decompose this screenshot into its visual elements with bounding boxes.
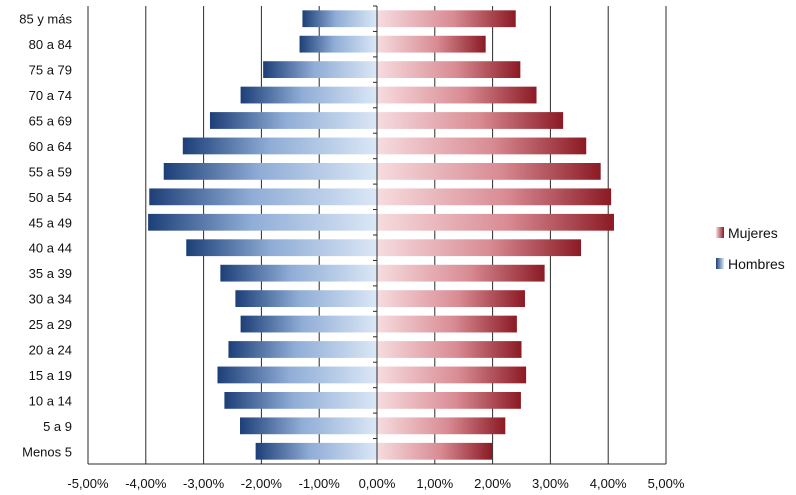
bar-hombres [163, 162, 377, 180]
bar-hombres [240, 315, 377, 333]
bar-mujeres [377, 417, 506, 435]
legend-label: Hombres [728, 256, 785, 272]
category-label: 25 a 29 [29, 317, 72, 332]
category-label: 45 a 49 [29, 215, 72, 230]
legend-label: Mujeres [728, 225, 778, 241]
bar-hombres [240, 417, 377, 435]
legend-item-hombres: Hombres [716, 256, 785, 272]
category-label: 55 a 59 [29, 164, 72, 179]
labels: -5,00% -4,00% -3,00% -2,00% -1,00% 0,00% 1,00%… [19, 12, 685, 491]
category-label: 50 a 54 [29, 190, 72, 205]
bar-mujeres [377, 366, 527, 384]
bar-hombres [235, 290, 377, 308]
category-label: 35 a 39 [29, 266, 72, 281]
bar-hombres [255, 442, 377, 460]
bar-mujeres [377, 86, 537, 104]
x-tick-label: -4,00% [125, 476, 167, 491]
category-label: 10 a 14 [29, 393, 72, 408]
bar-mujeres [377, 10, 516, 28]
bar-mujeres [377, 112, 564, 129]
bar-mujeres [377, 137, 587, 155]
bar-mujeres [377, 35, 486, 53]
bar-mujeres [377, 239, 582, 257]
bar-hombres [302, 10, 377, 28]
axes [88, 5, 666, 465]
bar-hombres [217, 366, 377, 384]
legend: Mujeres Hombres [716, 225, 785, 272]
bar-hombres [240, 86, 377, 104]
bar-mujeres [377, 213, 614, 231]
x-tick-label: -3,00% [183, 476, 225, 491]
bars [148, 10, 614, 460]
category-label: 75 a 79 [29, 63, 72, 78]
category-label: 60 a 64 [29, 139, 72, 154]
x-tick-label: -2,00% [241, 476, 283, 491]
x-tick-label: -5,00% [67, 476, 109, 491]
bar-hombres [220, 264, 377, 282]
bar-mujeres [377, 264, 545, 282]
category-label: 70 a 74 [29, 88, 72, 103]
bar-hombres [299, 35, 377, 53]
category-label: 30 a 34 [29, 292, 72, 307]
x-tick-label: 1,00% [416, 476, 453, 491]
category-label: 85 y más [19, 12, 72, 27]
category-label: 15 a 19 [29, 368, 72, 383]
bar-hombres [209, 112, 377, 129]
legend-swatch [716, 227, 724, 238]
bar-hombres [224, 391, 377, 409]
x-tick-label: -1,00% [299, 476, 341, 491]
bar-hombres [263, 61, 377, 79]
bar-hombres [149, 188, 377, 206]
x-tick-label: 4,00% [590, 476, 627, 491]
category-label: Menos 5 [22, 444, 72, 459]
category-label: 40 a 44 [29, 241, 72, 256]
legend-swatch [716, 258, 724, 269]
legend-item-mujeres: Mujeres [716, 225, 778, 241]
bar-hombres [182, 137, 377, 155]
bar-mujeres [377, 162, 601, 180]
x-tick-label: 5,00% [648, 476, 685, 491]
bar-hombres [148, 213, 377, 231]
category-label: 5 a 9 [43, 419, 72, 434]
bar-hombres [186, 239, 377, 257]
bar-mujeres [377, 341, 522, 358]
bar-mujeres [377, 391, 521, 409]
x-tick-label: 0,00% [359, 476, 396, 491]
category-label: 80 a 84 [29, 37, 72, 52]
category-label: 65 a 69 [29, 114, 72, 129]
x-tick-label: 3,00% [532, 476, 569, 491]
category-label: 20 a 24 [29, 343, 72, 358]
x-tick-label: 2,00% [474, 476, 511, 491]
bar-hombres [228, 341, 377, 358]
bar-mujeres [377, 188, 612, 206]
bar-mujeres [377, 315, 517, 333]
bar-mujeres [377, 442, 493, 460]
bar-mujeres [377, 290, 525, 308]
bar-mujeres [377, 61, 521, 79]
